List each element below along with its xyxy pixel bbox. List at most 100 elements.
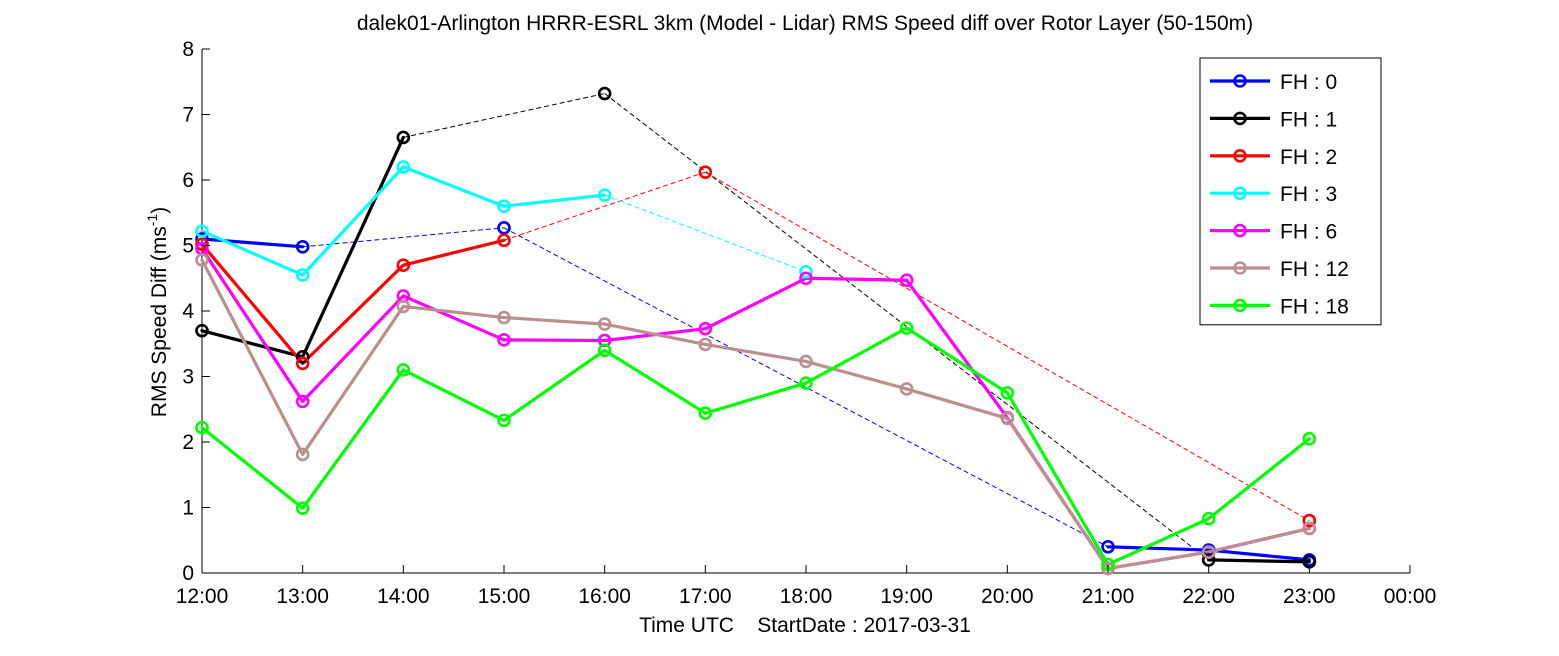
y-axis-label-main: RMS Speed Diff (ms: [148, 226, 171, 417]
legend-entry-label: FH : 18: [1280, 295, 1349, 318]
x-tick-label: 22:00: [1182, 585, 1235, 608]
data-point: [698, 406, 713, 420]
data-point: [195, 253, 209, 267]
data-point: [1201, 511, 1216, 526]
x-tick-label: 13:00: [276, 585, 329, 608]
data-point: [1302, 513, 1317, 528]
data-point: [195, 323, 209, 338]
series-lines: [200, 135, 1311, 571]
data-point: [295, 240, 310, 254]
y-tick-label: 3: [182, 366, 194, 389]
series-line-segment: [301, 263, 405, 365]
series-line-segment: [301, 294, 405, 403]
legend-entry-label: FH : 3: [1280, 183, 1337, 206]
series-line-segment: [703, 381, 808, 415]
legend-entry-label: FH : 0: [1280, 71, 1337, 94]
legend-swatch-marker: [1233, 149, 1247, 163]
legend-swatch-marker: [1233, 223, 1247, 238]
data-point: [497, 413, 511, 428]
x-tick-label: 15:00: [478, 585, 531, 608]
data-point: [396, 363, 411, 377]
series-gap-line: [604, 194, 807, 273]
data-point: [295, 356, 310, 371]
series-line-segment: [1005, 416, 1110, 571]
y-tick-label: 4: [182, 300, 194, 323]
series-line-segment: [905, 387, 1009, 421]
series-line-segment: [401, 165, 506, 208]
series-gap-line: [403, 93, 605, 138]
series-line-segment: [804, 359, 909, 391]
series-line-segment: [301, 368, 405, 510]
series-line-segment: [603, 348, 707, 415]
data-point: [799, 271, 813, 286]
series-line-segment: [200, 247, 305, 403]
series-line-segment: [804, 276, 909, 282]
series-gap-line: [705, 171, 1310, 522]
series-line-segment: [1207, 526, 1311, 554]
data-point: [195, 420, 209, 435]
data-point: [799, 376, 813, 390]
data-point: [396, 299, 411, 314]
y-axis: 0 1 2 3 4 5 6 7 8: [182, 38, 210, 585]
data-point: [799, 264, 813, 279]
data-point: [295, 501, 310, 515]
x-tick-label: 20:00: [981, 585, 1034, 608]
y-tick-label: 0: [182, 562, 194, 585]
series-gap-line: [604, 93, 1209, 561]
series-gap-line: [503, 171, 706, 241]
data-point: [195, 224, 209, 238]
data-point: [295, 394, 310, 409]
legend-entry-label: FH : 2: [1280, 146, 1337, 169]
series-line-segment: [401, 304, 506, 320]
x-tick-label: 17:00: [679, 585, 732, 608]
x-tick-label: 14:00: [377, 585, 430, 608]
series-line-segment: [200, 258, 305, 457]
series-line-segment: [1106, 545, 1211, 552]
data-point: [597, 317, 612, 331]
data-point: [396, 258, 411, 272]
data-point: [799, 354, 813, 369]
y-tick-label: 2: [182, 431, 194, 454]
legend-swatch-marker: [1233, 261, 1247, 275]
data-point: [1000, 411, 1015, 426]
y-tick-label: 6: [182, 169, 194, 192]
y-tick-label: 1: [182, 497, 194, 520]
data-point: [899, 321, 914, 335]
data-point: [1302, 521, 1317, 536]
series-line-segment: [603, 322, 707, 347]
data-point: [396, 160, 411, 174]
series-line-segment: [502, 338, 607, 343]
series-line-segment: [703, 276, 808, 331]
series-line-segment: [401, 294, 506, 342]
legend-swatch-marker: [1233, 186, 1247, 200]
data-point: [597, 86, 612, 101]
series-line-segment: [703, 342, 808, 364]
series-gap-line: [503, 227, 1109, 548]
legend-swatch-marker: [1233, 298, 1247, 313]
data-point: [698, 321, 713, 336]
y-axis-label: RMS Speed Diff (ms-1): [144, 207, 171, 417]
y-tick-label: 5: [182, 235, 194, 258]
legend-entry-label: FH : 12: [1280, 258, 1349, 281]
x-tick-label: 18:00: [780, 585, 833, 608]
data-point: [698, 165, 713, 179]
data-point: [1201, 545, 1216, 559]
data-point: [698, 337, 713, 352]
legend: FH : 0 FH : 1 FH : 2 FH : 3 FH : 6 FH : 12 FH …: [1199, 57, 1382, 326]
data-point: [497, 333, 511, 347]
series-line-segment: [502, 315, 607, 326]
series-line-segment: [200, 329, 305, 359]
legend-entry-label: FH : 1: [1280, 108, 1337, 131]
data-point: [1302, 431, 1317, 446]
data-point: [195, 237, 209, 251]
series-line-segment: [401, 368, 506, 422]
series-line-segment: [905, 278, 1009, 420]
data-point: [597, 343, 612, 358]
legend-swatch-marker: [1233, 111, 1247, 126]
legend-entry-label: FH : 6: [1280, 221, 1337, 244]
x-axis: 12:00 13:00 14:00 15:00 16:00 17:00 18:00 19:00…: [176, 565, 1436, 608]
data-point: [899, 273, 914, 288]
data-point: [295, 268, 310, 282]
y-tick-label: 7: [182, 104, 194, 127]
